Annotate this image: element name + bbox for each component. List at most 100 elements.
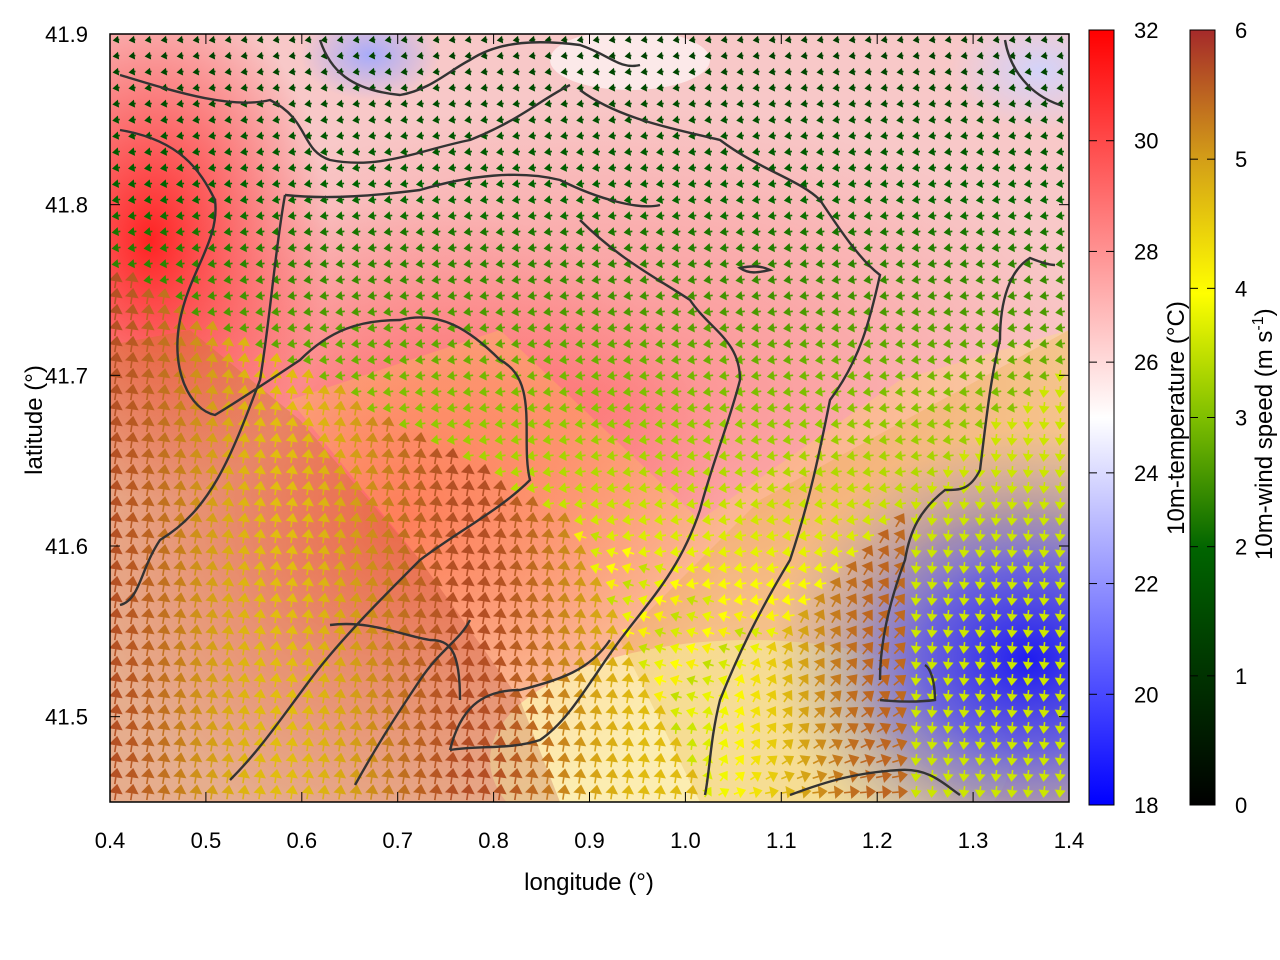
- wind-arrow-shaft: [869, 454, 874, 457]
- wind-arrow-shaft: [933, 422, 938, 425]
- wind-arrow-head: [848, 83, 856, 92]
- wind-arrow-head: [768, 83, 776, 92]
- wind-arrow-head: [464, 67, 472, 76]
- wind-arrow-head: [160, 131, 168, 140]
- wind-arrow-head: [576, 67, 584, 76]
- wind-arrow: [128, 115, 136, 124]
- wind-arrow: [848, 99, 856, 108]
- wind-arrow-head: [320, 83, 328, 92]
- wind-arrow-head: [576, 35, 584, 44]
- wind-arrow-shaft: [162, 377, 165, 384]
- wind-arrow-shaft: [306, 457, 309, 464]
- wind-arrow-shaft: [853, 438, 858, 441]
- wind-arrow-head: [768, 67, 776, 76]
- wind-arrow-head: [736, 67, 744, 76]
- wind-arrow: [1056, 67, 1064, 76]
- wind-arrow: [240, 115, 248, 124]
- wind-arrow-head: [512, 35, 520, 44]
- wind-arrow: [848, 147, 857, 156]
- wind-arrow-head: [1008, 115, 1016, 124]
- wind-arrow: [640, 35, 648, 44]
- wind-arrow-head: [800, 99, 808, 108]
- wind-arrow-shaft: [290, 457, 293, 464]
- wind-arrow: [480, 67, 488, 76]
- wind-arrow-head: [1056, 67, 1064, 76]
- wind-arrow-shaft: [129, 425, 133, 433]
- wind-arrow: [448, 115, 456, 124]
- wind-arrow-shaft: [322, 425, 325, 432]
- wind-arrow-head: [432, 131, 440, 140]
- wind-arrow-shaft: [805, 422, 810, 425]
- wind-arrow: [720, 51, 728, 60]
- wind-arrow: [368, 147, 377, 156]
- wind-arrow-shaft: [226, 361, 229, 368]
- wind-arrow-shaft: [677, 454, 682, 457]
- wind-arrow-shaft: [146, 425, 149, 433]
- wind-arrow-head: [1008, 35, 1016, 44]
- wind-arrow-shaft: [242, 377, 245, 384]
- wind-arrow-head: [800, 147, 808, 156]
- wind-arrow: [176, 115, 184, 124]
- wind-arrow: [208, 99, 216, 108]
- wind-arrow-head: [1024, 51, 1032, 60]
- wind-arrow: [416, 131, 424, 140]
- wind-arrow: [271, 163, 281, 172]
- wind-arrow: [720, 83, 728, 92]
- wind-arrow-shaft: [501, 454, 506, 457]
- wind-arrow-head: [512, 67, 520, 76]
- wind-arrow: [448, 35, 456, 44]
- wind-arrow: [320, 131, 328, 140]
- wind-arrow: [1056, 131, 1064, 140]
- wind-arrow-shaft: [226, 425, 229, 432]
- wind-arrow: [368, 51, 376, 60]
- wind-arrow-head: [640, 147, 648, 156]
- wind-arrow-shaft: [354, 409, 357, 416]
- wind-arrow-head: [896, 35, 904, 44]
- wind-arrow-shaft: [194, 457, 197, 464]
- wind-arrow-head: [528, 67, 536, 76]
- wind-arrow: [448, 147, 457, 156]
- wind-arrow-head: [128, 35, 136, 44]
- wind-arrow-head: [336, 35, 344, 44]
- wind-arrow: [208, 67, 216, 76]
- wind-arrow-head: [608, 51, 616, 60]
- wind-arrow: [816, 51, 824, 60]
- wind-arrow: [480, 99, 488, 108]
- wind-arrow-head: [864, 35, 872, 44]
- wind-arrow-head: [816, 131, 824, 140]
- wind-arrow-shaft: [677, 438, 682, 441]
- wind-arrow-head: [592, 131, 600, 140]
- wind-arrow: [224, 35, 232, 44]
- wind-arrow-head: [512, 83, 520, 92]
- wind-arrow-head: [608, 67, 616, 76]
- wind-arrow-head: [576, 99, 584, 108]
- wind-arrow-head: [127, 163, 136, 172]
- wind-arrow: [352, 115, 360, 124]
- wind-arrow-shaft: [965, 422, 970, 425]
- wind-arrow-shaft: [129, 281, 133, 289]
- wind-arrow-head: [175, 163, 184, 172]
- wind-arrow-shaft: [113, 409, 117, 417]
- wind-arrow: [528, 83, 536, 92]
- wind-arrow-head: [368, 115, 376, 124]
- wind-arrow: [384, 131, 392, 140]
- wind-arrow: [112, 147, 121, 156]
- wind-arrow-head: [640, 67, 648, 76]
- wind-arrow-shaft: [613, 438, 618, 441]
- wind-arrow: [688, 83, 696, 92]
- wind-arrow-head: [624, 147, 632, 156]
- wind-arrow: [368, 67, 376, 76]
- wind-arrow-shaft: [437, 438, 442, 441]
- wind-arrow: [352, 147, 361, 156]
- wind-arrow: [304, 99, 312, 108]
- wind-arrow-head: [432, 115, 440, 124]
- wind-arrow: [784, 131, 792, 140]
- wind-arrow-shaft: [129, 393, 133, 401]
- wind-arrow: [272, 83, 280, 92]
- wind-arrow-head: [944, 131, 952, 140]
- wind-arrow-shaft: [290, 425, 293, 432]
- wind-arrow-head: [496, 67, 504, 76]
- wind-arrow-head: [256, 147, 264, 156]
- wind-arrow-shaft: [629, 454, 634, 457]
- wind-arrow-shaft: [597, 438, 602, 441]
